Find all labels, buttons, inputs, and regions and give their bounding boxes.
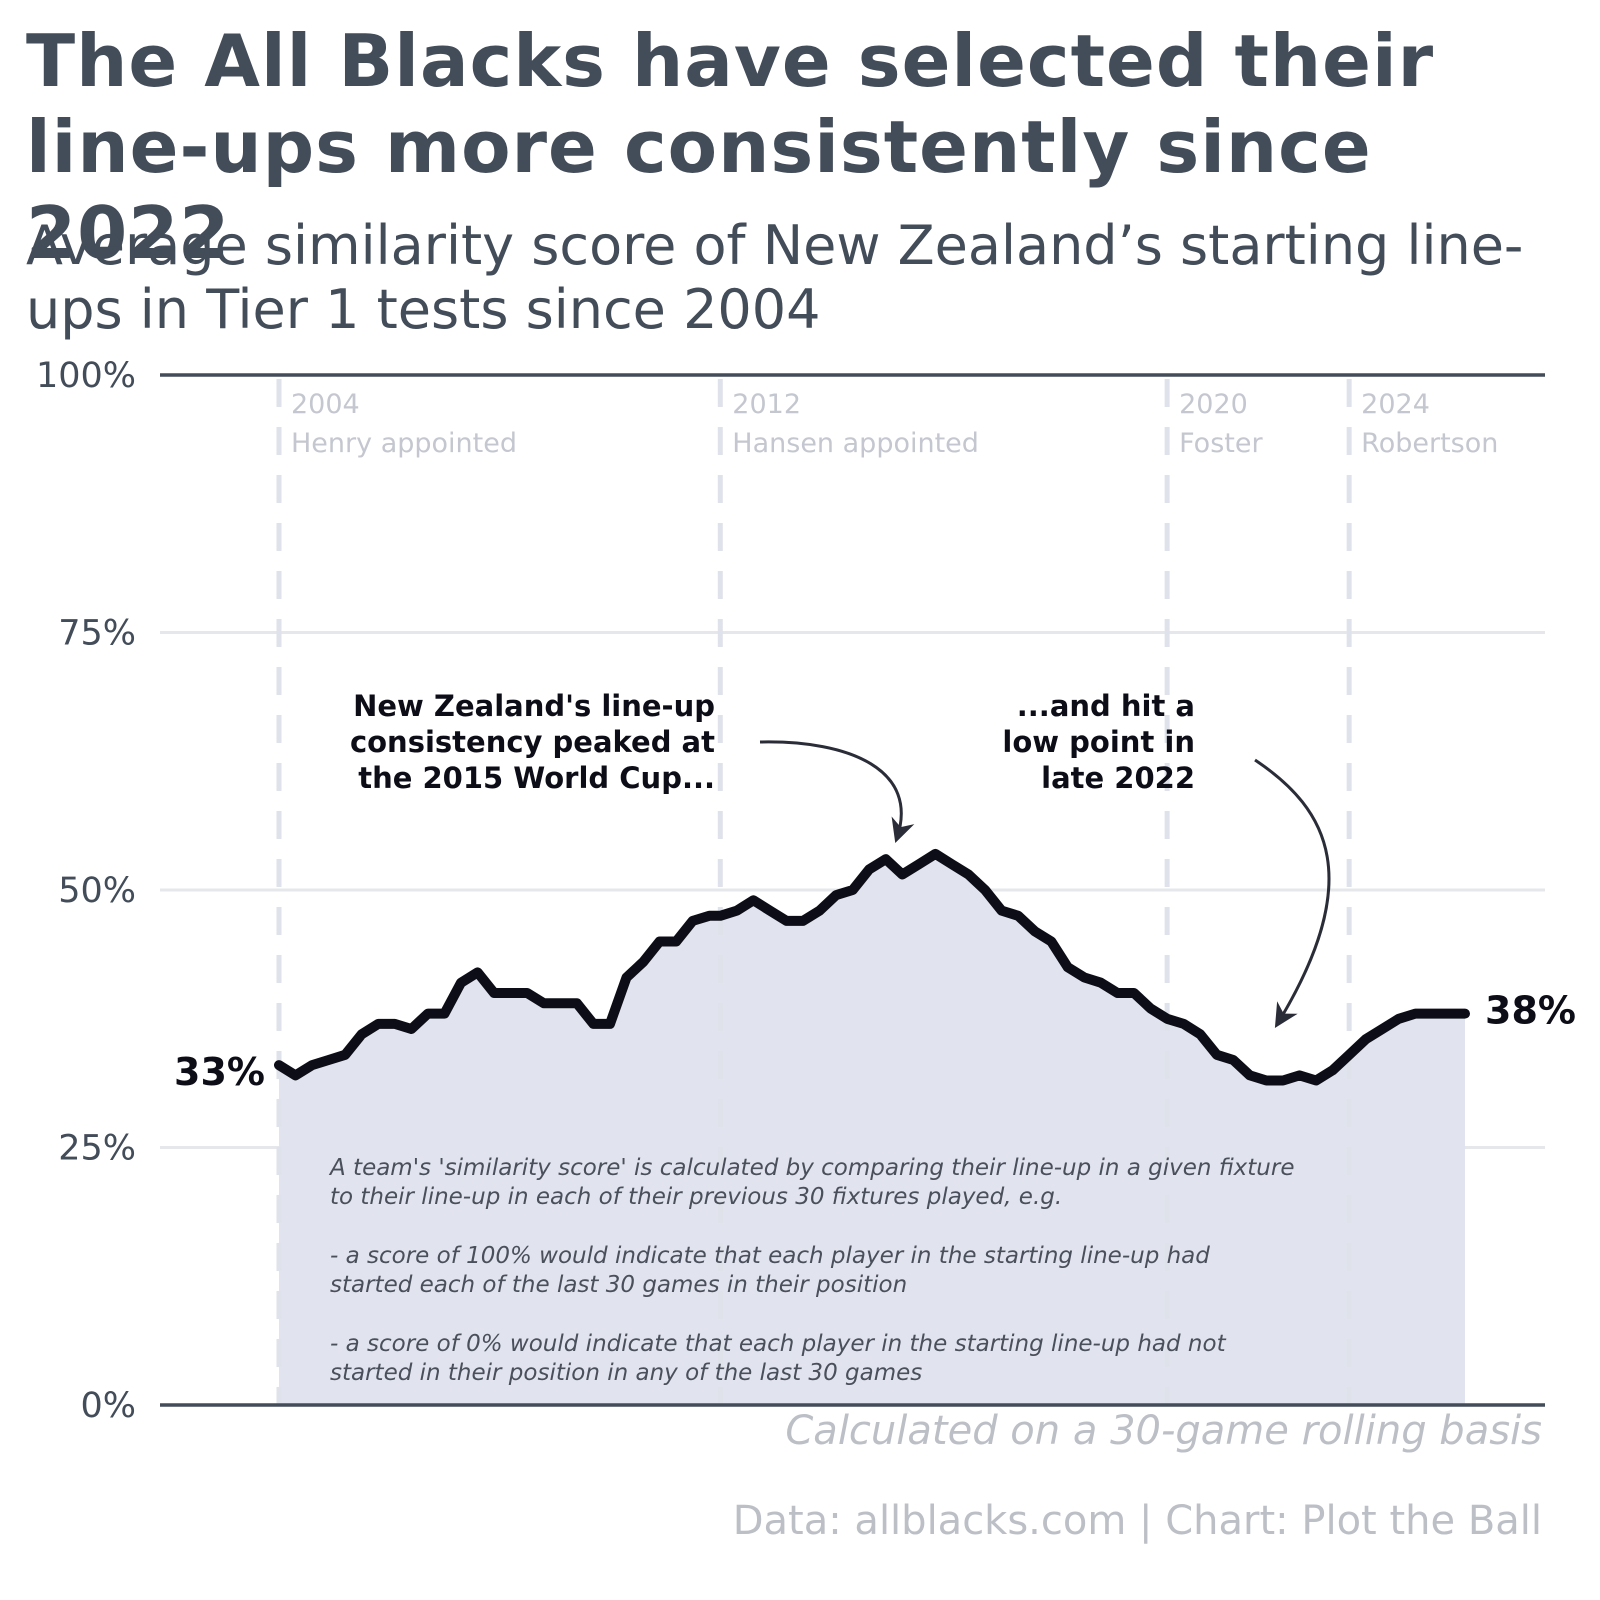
similarity-line xyxy=(274,848,1470,1086)
era-coach-label: Henry appointed xyxy=(291,428,517,459)
chart-subtitle: Average similarity score of New Zealand’… xyxy=(26,214,1524,341)
area-layer xyxy=(279,853,1465,1405)
methodology-note: A team's 'similarity score' is calculate… xyxy=(328,1155,1295,1386)
end-value-label: 38% xyxy=(1485,989,1576,1033)
low-annotation-arrow xyxy=(1254,758,1331,1029)
note-line: - a score of 100% would indicate that ea… xyxy=(330,1243,1210,1269)
peak-annotation-text: New Zealand's line-up xyxy=(353,689,715,723)
y-tick-label: 0% xyxy=(80,1386,136,1426)
rolling-basis-note: Calculated on a 30-game rolling basis xyxy=(785,1408,1542,1454)
era-year-label: 2020 xyxy=(1179,389,1248,420)
note-line: started in their position in any of the … xyxy=(330,1360,922,1386)
start-value-label: 33% xyxy=(174,1050,265,1094)
y-tick-label: 50% xyxy=(58,871,136,911)
era-coach-label: Hansen appointed xyxy=(732,428,979,459)
peak-annotation-arrow xyxy=(759,740,915,844)
era-layer: 2004 Henry appointed 2012 Hansen appointed 2… xyxy=(276,379,1498,1405)
era-coach-label: Robertson xyxy=(1361,428,1498,459)
axis-layer: 0% 25% 50% 75% 100% xyxy=(36,356,1545,1426)
note-line: - a score of 0% would indicate that each… xyxy=(330,1331,1227,1357)
line-layer xyxy=(274,848,1470,1086)
source-credit: Data: allblacks.com | Chart: Plot the Ba… xyxy=(732,1498,1542,1544)
low-annotation-text: late 2022 xyxy=(1041,761,1195,795)
era-year-label: 2024 xyxy=(1361,389,1430,420)
peak-annotation-text: consistency peaked at xyxy=(350,725,715,759)
era-coach-label: Foster xyxy=(1179,428,1263,459)
y-tick-label: 75% xyxy=(58,614,136,654)
area-fill xyxy=(279,853,1465,1405)
era-year-label: 2004 xyxy=(291,389,360,420)
chart-title: The All Blacks have selected their line-… xyxy=(26,19,1435,275)
y-tick-label: 100% xyxy=(36,356,136,396)
era-year-label: 2012 xyxy=(732,389,801,420)
low-annotation-text: ...and hit a xyxy=(1017,689,1195,723)
label-layer: 33% 38% xyxy=(174,989,1576,1095)
note-line: to their line-up in each of their previo… xyxy=(330,1184,1062,1210)
y-tick-label: 25% xyxy=(58,1129,136,1169)
low-annotation-text: low point in xyxy=(1002,725,1195,759)
note-line: started each of the last 30 games in the… xyxy=(330,1272,907,1298)
peak-annotation-text: the 2015 World Cup... xyxy=(358,761,715,795)
note-line: A team's 'similarity score' is calculate… xyxy=(328,1155,1295,1181)
